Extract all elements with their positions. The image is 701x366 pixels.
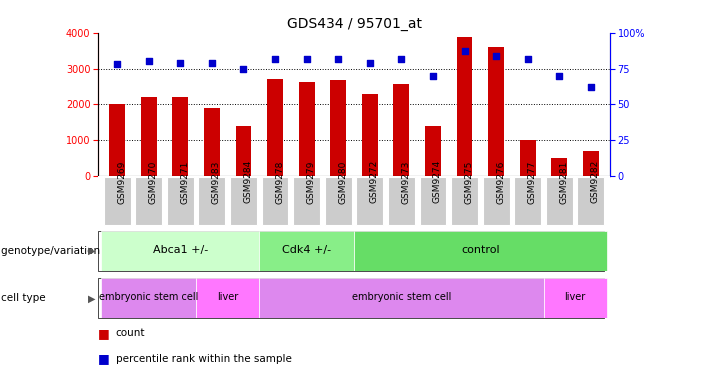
Text: ▶: ▶	[88, 293, 95, 303]
Text: GSM9274: GSM9274	[433, 160, 442, 203]
Bar	[236, 126, 252, 176]
Point	[491, 53, 502, 59]
Text: GSM9272: GSM9272	[370, 160, 379, 203]
Text: ■: ■	[98, 352, 110, 365]
Text: GSM9276: GSM9276	[496, 160, 505, 203]
Bar	[259, 278, 543, 318]
Text: liver: liver	[217, 292, 238, 302]
Text: GSM9270: GSM9270	[149, 160, 158, 203]
Text: GSM9275: GSM9275	[465, 160, 474, 203]
FancyBboxPatch shape	[104, 177, 130, 225]
Title: GDS434 / 95701_at: GDS434 / 95701_at	[287, 16, 421, 30]
Bar	[456, 37, 472, 176]
FancyBboxPatch shape	[261, 177, 288, 225]
Bar	[141, 97, 156, 176]
Bar	[267, 79, 283, 176]
Bar	[196, 278, 259, 318]
Bar	[425, 126, 441, 176]
Bar	[362, 94, 378, 176]
Point	[585, 84, 597, 90]
Text: GSM9280: GSM9280	[338, 160, 347, 203]
Text: ▶: ▶	[88, 246, 95, 256]
Text: GSM9277: GSM9277	[528, 160, 537, 203]
Point	[143, 59, 154, 64]
FancyBboxPatch shape	[230, 177, 257, 225]
Bar	[583, 152, 599, 176]
Point	[175, 60, 186, 66]
Point	[238, 66, 249, 72]
Text: GSM9269: GSM9269	[117, 160, 126, 203]
FancyBboxPatch shape	[293, 177, 320, 225]
Text: embryonic stem cell: embryonic stem cell	[99, 292, 198, 302]
Point	[269, 56, 280, 61]
FancyBboxPatch shape	[356, 177, 383, 225]
FancyBboxPatch shape	[451, 177, 478, 225]
Text: GSM9278: GSM9278	[275, 160, 284, 203]
Text: percentile rank within the sample: percentile rank within the sample	[116, 354, 292, 364]
Bar	[354, 231, 606, 271]
Text: cell type: cell type	[1, 293, 48, 303]
FancyBboxPatch shape	[515, 177, 541, 225]
FancyBboxPatch shape	[135, 177, 162, 225]
Bar	[102, 231, 259, 271]
Text: GSM9283: GSM9283	[212, 160, 221, 203]
Bar	[259, 231, 354, 271]
Bar	[172, 97, 188, 176]
FancyBboxPatch shape	[388, 177, 415, 225]
FancyBboxPatch shape	[198, 177, 225, 225]
Point	[111, 61, 123, 67]
Text: Abca1 +/-: Abca1 +/-	[153, 245, 208, 255]
Point	[554, 73, 565, 79]
FancyBboxPatch shape	[325, 177, 352, 225]
Bar	[489, 46, 504, 176]
FancyBboxPatch shape	[420, 177, 447, 225]
Text: GSM9284: GSM9284	[243, 160, 252, 203]
Text: embryonic stem cell: embryonic stem cell	[352, 292, 451, 302]
Bar	[520, 140, 536, 176]
Point	[206, 60, 217, 66]
FancyBboxPatch shape	[578, 177, 604, 225]
Text: control: control	[461, 245, 500, 255]
Point	[365, 60, 376, 66]
FancyBboxPatch shape	[483, 177, 510, 225]
Point	[522, 56, 533, 61]
Text: GSM9281: GSM9281	[559, 160, 569, 203]
Point	[428, 73, 439, 79]
Text: genotype/variation: genotype/variation	[1, 246, 103, 256]
Text: liver: liver	[564, 292, 586, 302]
Text: GSM9271: GSM9271	[180, 160, 189, 203]
Bar	[330, 80, 346, 176]
Bar	[204, 108, 219, 176]
Bar	[393, 83, 409, 176]
Bar	[543, 278, 606, 318]
Point	[396, 56, 407, 61]
Bar	[102, 278, 196, 318]
Bar	[109, 104, 125, 176]
Text: GSM9279: GSM9279	[306, 160, 315, 203]
FancyBboxPatch shape	[167, 177, 193, 225]
Point	[459, 49, 470, 55]
Text: ■: ■	[98, 326, 110, 340]
Point	[332, 56, 343, 61]
Bar	[299, 82, 315, 176]
Point	[301, 56, 312, 61]
Text: Cdk4 +/-: Cdk4 +/-	[282, 245, 331, 255]
Text: count: count	[116, 328, 145, 338]
FancyBboxPatch shape	[546, 177, 573, 225]
Text: GSM9282: GSM9282	[591, 160, 600, 203]
Text: GSM9273: GSM9273	[402, 160, 410, 203]
Bar	[552, 158, 567, 176]
